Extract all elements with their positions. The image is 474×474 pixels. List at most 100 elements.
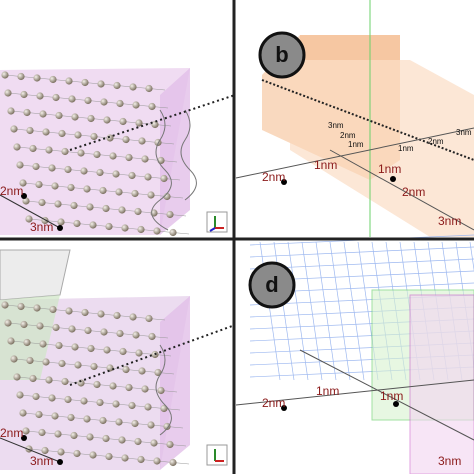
atom bbox=[128, 171, 136, 180]
mesh-line bbox=[301, 241, 323, 381]
panel-b: b 2nm 1nm 1nm 2nm 3nm 3nm 2nm 1nm 1nm 2n… bbox=[235, 0, 474, 237]
atom bbox=[29, 144, 37, 153]
atom bbox=[52, 323, 60, 332]
atom bbox=[7, 337, 15, 345]
small-label: 2nm bbox=[340, 131, 356, 140]
atom bbox=[138, 137, 146, 145]
atom bbox=[67, 413, 75, 422]
atom bbox=[64, 165, 72, 174]
atom bbox=[83, 185, 91, 193]
panel-a: 2nm 3nm bbox=[0, 68, 236, 237]
panel-label: d bbox=[265, 272, 278, 297]
atom bbox=[32, 162, 40, 171]
atom bbox=[52, 93, 60, 102]
panel-label: b bbox=[275, 42, 288, 67]
atom bbox=[35, 180, 43, 189]
axis-label: 1nm bbox=[380, 389, 403, 403]
atom bbox=[17, 302, 25, 311]
atom bbox=[129, 83, 137, 91]
atom bbox=[70, 201, 78, 210]
atom bbox=[86, 203, 94, 211]
atom bbox=[119, 347, 127, 356]
atom bbox=[55, 341, 63, 350]
small-label: 3nm bbox=[328, 121, 344, 130]
atom bbox=[151, 120, 159, 129]
atom bbox=[42, 128, 50, 136]
atom bbox=[163, 422, 171, 431]
atom bbox=[125, 383, 133, 392]
atom bbox=[102, 434, 110, 443]
atom bbox=[73, 219, 81, 228]
atom bbox=[84, 326, 92, 335]
axis-label: 2nm bbox=[402, 185, 425, 199]
atom bbox=[145, 84, 153, 93]
atom bbox=[122, 365, 130, 374]
atom bbox=[45, 376, 53, 384]
atom bbox=[160, 174, 168, 183]
atom bbox=[13, 373, 21, 381]
atom bbox=[87, 114, 95, 123]
atom bbox=[105, 222, 113, 231]
atom bbox=[96, 168, 104, 177]
axis-label: 1nm bbox=[316, 384, 339, 398]
atom bbox=[96, 398, 104, 407]
atom bbox=[145, 314, 153, 323]
atom bbox=[105, 452, 113, 461]
atom bbox=[122, 135, 130, 144]
atom bbox=[93, 150, 101, 159]
atom bbox=[51, 412, 59, 420]
axis-label: 1nm bbox=[314, 158, 337, 172]
atom bbox=[132, 331, 140, 339]
atom bbox=[39, 110, 47, 118]
atom bbox=[68, 95, 76, 103]
atom bbox=[22, 197, 30, 205]
atom bbox=[65, 307, 73, 315]
atom bbox=[4, 319, 12, 327]
atom bbox=[80, 397, 88, 405]
small-label: 1nm bbox=[348, 140, 364, 149]
small-label: 2nm bbox=[428, 137, 444, 146]
atom bbox=[65, 77, 73, 85]
atom bbox=[138, 367, 146, 375]
atom bbox=[29, 374, 37, 383]
atom bbox=[49, 305, 57, 314]
atom bbox=[148, 102, 156, 111]
atom bbox=[154, 368, 162, 377]
atom bbox=[45, 146, 53, 154]
atom bbox=[109, 152, 117, 160]
atom bbox=[93, 380, 101, 389]
atom bbox=[71, 343, 79, 351]
atom bbox=[19, 409, 27, 417]
atom bbox=[113, 81, 121, 90]
atom bbox=[148, 332, 156, 341]
atom bbox=[68, 325, 76, 333]
atom bbox=[10, 125, 18, 133]
atom bbox=[86, 433, 94, 441]
atom bbox=[70, 431, 78, 440]
atom bbox=[61, 147, 69, 156]
atom bbox=[73, 449, 81, 458]
panel-d: d 2nm 1nm 1nm 3nm bbox=[235, 234, 474, 474]
atom bbox=[118, 206, 126, 214]
atom bbox=[134, 207, 142, 216]
atom bbox=[1, 301, 9, 309]
atom bbox=[160, 404, 168, 413]
atom bbox=[144, 403, 152, 411]
atom bbox=[141, 155, 149, 163]
atom bbox=[125, 153, 133, 162]
atom bbox=[90, 362, 98, 371]
atom bbox=[147, 191, 155, 199]
atom bbox=[166, 210, 174, 219]
atom bbox=[81, 78, 89, 87]
atom bbox=[58, 359, 66, 368]
atom bbox=[144, 173, 152, 181]
mesh-line bbox=[287, 241, 309, 381]
atom bbox=[67, 183, 75, 192]
atom bbox=[4, 89, 12, 97]
atom bbox=[74, 361, 82, 369]
atom bbox=[20, 90, 28, 99]
atom bbox=[57, 448, 65, 456]
atom bbox=[19, 179, 27, 187]
atom bbox=[35, 410, 43, 419]
atom bbox=[7, 107, 15, 115]
